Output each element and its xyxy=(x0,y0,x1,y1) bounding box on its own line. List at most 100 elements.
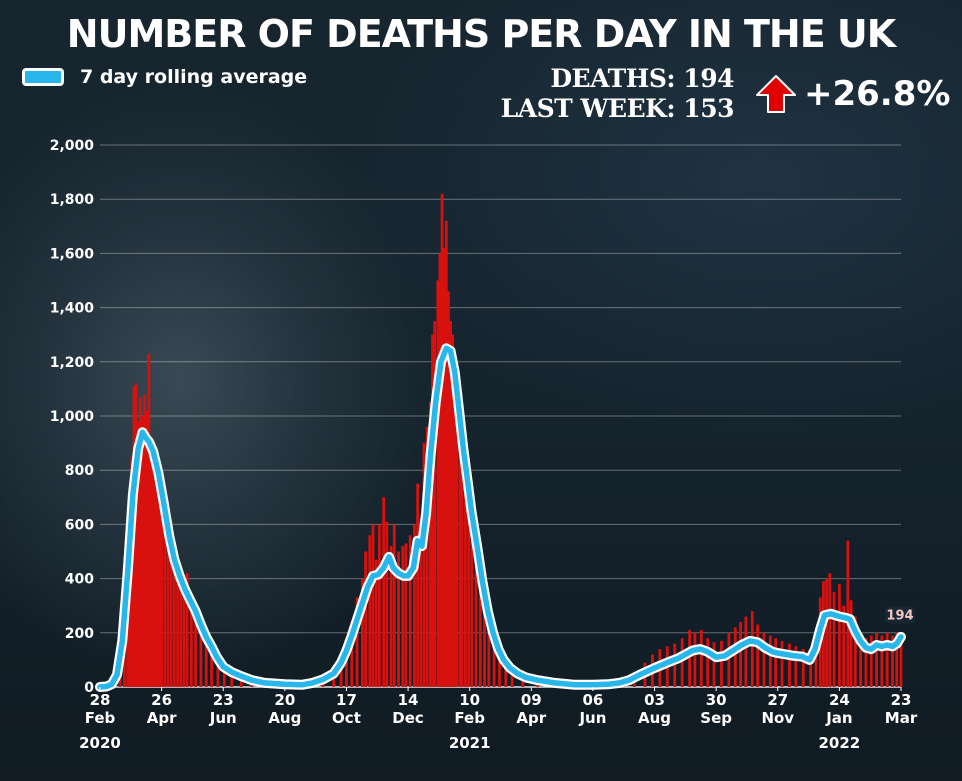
bar xyxy=(814,632,818,687)
line-point xyxy=(741,644,743,646)
bar xyxy=(768,635,772,687)
bar xyxy=(455,388,459,687)
bar xyxy=(504,657,508,687)
line-point xyxy=(407,575,409,577)
line-point xyxy=(875,644,878,646)
bar xyxy=(416,483,420,687)
line-point xyxy=(715,656,717,658)
bar xyxy=(680,638,684,687)
bar xyxy=(458,429,462,687)
bar xyxy=(339,657,343,687)
line-point xyxy=(628,679,630,681)
line-point xyxy=(301,684,303,686)
bar xyxy=(444,220,448,687)
x-tick-day: 20 xyxy=(274,691,295,709)
line-point xyxy=(777,652,779,654)
line-point xyxy=(148,441,150,443)
bar xyxy=(172,562,176,687)
bar xyxy=(166,524,170,687)
bar xyxy=(849,600,853,687)
change-percent: +26.8% xyxy=(804,74,951,114)
x-tick-month: Dec xyxy=(392,709,424,727)
line-point xyxy=(284,683,286,685)
bar xyxy=(436,280,440,687)
bar xyxy=(733,627,737,687)
line-point xyxy=(503,659,505,661)
line-point xyxy=(168,534,170,536)
bar xyxy=(720,640,723,687)
bar xyxy=(134,383,138,687)
line-point xyxy=(865,647,867,649)
bar xyxy=(467,497,471,687)
line-point xyxy=(189,599,191,601)
x-tick-day: 09 xyxy=(521,691,542,709)
daily-bars xyxy=(118,193,903,688)
bar xyxy=(431,334,434,687)
bar xyxy=(392,524,396,687)
bar xyxy=(433,321,437,687)
bar xyxy=(474,537,478,687)
bar xyxy=(859,632,863,687)
bar xyxy=(832,592,836,687)
legend: 7 day rolling average xyxy=(22,66,307,88)
annotations: 194 xyxy=(885,606,915,624)
line-point xyxy=(801,656,803,658)
bar xyxy=(885,632,889,687)
bar xyxy=(464,464,467,687)
line-point xyxy=(830,613,832,615)
bar xyxy=(449,321,452,687)
bar xyxy=(230,669,234,687)
x-tick-month: Jan xyxy=(825,709,852,727)
bar xyxy=(470,510,474,687)
line-point xyxy=(466,480,469,482)
bar xyxy=(377,524,381,687)
bar xyxy=(706,638,710,687)
deaths-last-week: LAST WEEK: 153 xyxy=(500,94,735,123)
chart-title: NUMBER OF DEATHS PER DAY IN THE UK xyxy=(66,12,896,56)
line-point xyxy=(886,644,888,646)
bar xyxy=(478,573,482,687)
x-tick-day: 24 xyxy=(829,691,850,709)
y-tick-label: 200 xyxy=(65,626,94,642)
bar xyxy=(853,616,857,687)
bar xyxy=(179,581,183,687)
line-point xyxy=(525,676,527,679)
line-point xyxy=(388,556,390,558)
line-point xyxy=(200,624,202,626)
bar xyxy=(204,632,208,687)
bar xyxy=(699,630,703,687)
line-point xyxy=(440,361,442,363)
line-point xyxy=(445,347,447,349)
bar xyxy=(199,627,203,687)
x-tick-day: 26 xyxy=(151,691,172,709)
bar xyxy=(210,646,213,687)
x-tick-month: Feb xyxy=(85,709,116,727)
bar xyxy=(788,643,791,687)
x-tick-month: Jun xyxy=(209,709,237,727)
x-tick-month: Aug xyxy=(268,709,301,727)
x-tick-month: Nov xyxy=(761,709,794,727)
annotation-bg xyxy=(885,606,915,624)
x-tick-month: Mar xyxy=(885,709,918,727)
bar xyxy=(442,247,446,688)
line-point xyxy=(361,602,363,604)
line-point xyxy=(849,618,851,620)
x-tick-month: Feb xyxy=(454,709,485,727)
line-point xyxy=(251,679,253,681)
rolling-average-line xyxy=(95,343,906,692)
bar xyxy=(368,535,372,687)
line-point xyxy=(497,648,499,650)
line-point xyxy=(809,659,811,661)
bar xyxy=(425,426,429,687)
line-point xyxy=(367,586,369,588)
bar xyxy=(176,573,179,687)
legend-swatch-rolling-average xyxy=(22,68,64,86)
bar xyxy=(360,578,364,687)
bar xyxy=(492,632,496,687)
bar xyxy=(163,513,167,687)
grid-lines xyxy=(100,144,901,688)
line-point xyxy=(240,675,242,677)
y-tick-label: 400 xyxy=(65,572,94,588)
bar xyxy=(891,635,894,687)
